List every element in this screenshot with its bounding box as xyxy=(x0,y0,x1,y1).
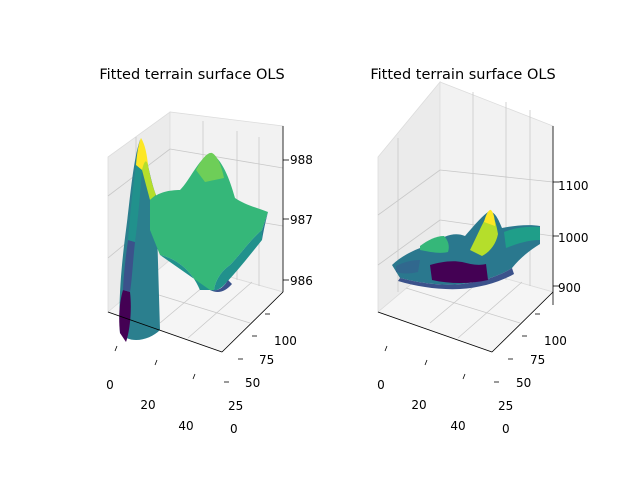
z-tick-label: 986 xyxy=(290,274,313,288)
z-ticks-right: 1100 1000 900 xyxy=(553,179,589,295)
y-tick-label: 75 xyxy=(259,353,274,367)
surface-left xyxy=(119,138,268,342)
title-left: Fitted terrain surface OLS xyxy=(99,67,284,83)
z-tick-label: 1100 xyxy=(558,179,589,193)
z-tick-label: 988 xyxy=(290,153,313,167)
y-tick-label: 100 xyxy=(274,334,297,348)
surface-right xyxy=(392,209,540,290)
x-tick-label: 0 xyxy=(106,378,114,392)
z-tick-label: 900 xyxy=(558,281,581,295)
subplot-right: Fitted terrain surface OLS xyxy=(370,67,588,436)
y-tick-label: 100 xyxy=(544,334,567,348)
axes-right xyxy=(377,126,554,353)
z-ticks-left: 988 987 986 xyxy=(283,153,313,288)
x-ticks-left: 0 20 40 xyxy=(106,345,196,433)
y-tick-label: 25 xyxy=(228,399,243,413)
x-tick-label: 20 xyxy=(140,398,155,412)
y-tick-label: 0 xyxy=(230,422,238,436)
z-tick-label: 1000 xyxy=(558,231,589,245)
title-right: Fitted terrain surface OLS xyxy=(370,67,555,83)
axes-left xyxy=(107,126,284,353)
x-tick-label: 40 xyxy=(178,419,193,433)
y-tick-label: 0 xyxy=(502,422,510,436)
x-tick-label: 0 xyxy=(377,378,385,392)
y-tick-label: 25 xyxy=(498,399,513,413)
y-ticks-left: 100 75 50 25 0 xyxy=(224,313,297,436)
y-tick-label: 50 xyxy=(245,376,260,390)
y-tick-label: 75 xyxy=(530,353,545,367)
y-tick-label: 50 xyxy=(516,376,531,390)
x-tick-label: 20 xyxy=(411,398,426,412)
x-tick-label: 40 xyxy=(450,419,465,433)
subplot-left: Fitted terrain surface OLS xyxy=(99,67,313,436)
z-tick-label: 987 xyxy=(290,213,313,227)
y-ticks-right: 100 75 50 25 0 xyxy=(494,313,567,436)
x-ticks-right: 0 20 40 xyxy=(377,345,466,433)
